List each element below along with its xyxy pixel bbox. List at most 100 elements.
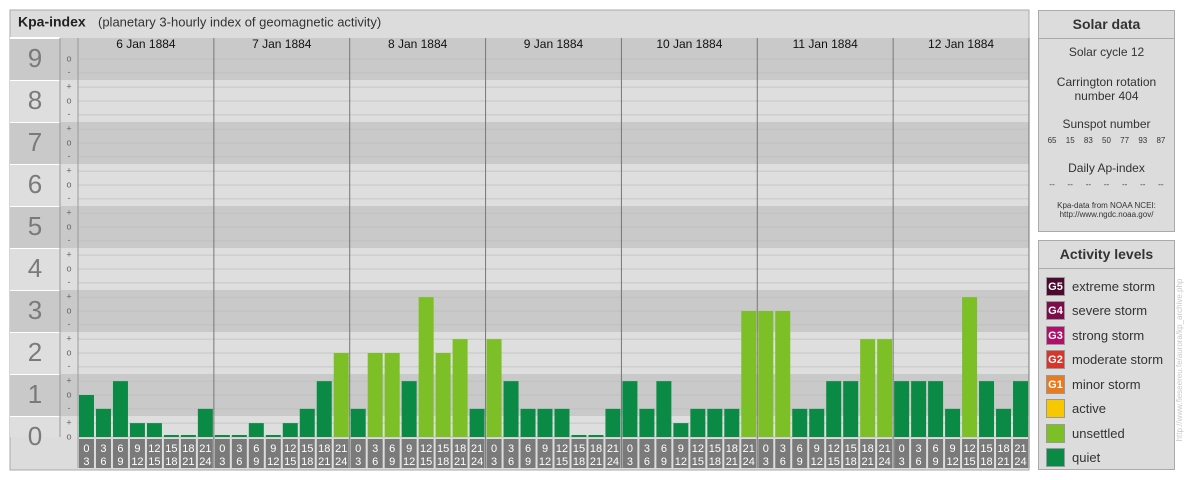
hour-cell (758, 439, 774, 468)
hour-label: 9 (253, 456, 259, 468)
hour-label: 15 (963, 456, 975, 468)
hour-cell (605, 439, 621, 468)
bar (758, 311, 774, 437)
hour-label: 12 (556, 443, 568, 455)
hour-label: 9 (117, 456, 123, 468)
hour-label: 15 (420, 456, 432, 468)
minor-tick-label: o (66, 137, 71, 147)
level-swatch: G2 (1046, 350, 1065, 370)
hour-label: 21 (335, 443, 347, 455)
y-tick-label: 4 (28, 253, 42, 283)
minor-tick-label: o (66, 431, 71, 441)
hour-cell (809, 439, 825, 468)
hour-label: 9 (661, 456, 667, 468)
hour-cell (996, 439, 1012, 468)
hour-label: 15 (301, 443, 313, 455)
y-tick-label: 6 (28, 169, 42, 199)
hour-label: 6 (389, 443, 395, 455)
hour-cell (843, 439, 859, 468)
hour-label: 12 (420, 443, 432, 455)
hour-label: 9 (134, 443, 140, 455)
bar (520, 408, 536, 437)
panel-title: Solar data (1039, 11, 1174, 39)
hour-label: 18 (573, 456, 585, 468)
bar (877, 339, 893, 437)
bar (367, 353, 383, 437)
bar (333, 353, 349, 437)
hour-label: 0 (219, 443, 225, 455)
hour-cell (860, 439, 876, 468)
hour-cell (877, 439, 893, 468)
minor-tick-label: + (66, 208, 71, 218)
minor-tick-label: + (66, 376, 71, 386)
bar (129, 423, 145, 437)
hour-cell (554, 439, 570, 468)
minor-tick-label: o (66, 305, 71, 315)
minor-tick-label: o (66, 179, 71, 189)
bar (809, 408, 825, 437)
hour-cell (690, 439, 706, 468)
bar (707, 408, 723, 437)
ap-value: -- (1085, 180, 1092, 189)
hour-cell (741, 439, 757, 468)
hour-label: 15 (148, 456, 160, 468)
hour-cell (146, 439, 162, 468)
level-label: moderate storm (1072, 352, 1164, 368)
hour-label: 24 (335, 456, 347, 468)
hour-label: 18 (980, 456, 992, 468)
hour-cell (622, 439, 638, 468)
hour-cell (911, 439, 927, 468)
hour-label: 15 (709, 443, 721, 455)
hour-label: 6 (661, 443, 667, 455)
hour-cell (180, 439, 196, 468)
level-label: severe storm (1072, 303, 1148, 319)
level-label: extreme storm (1072, 278, 1156, 294)
y-tick-label: 1 (28, 379, 42, 409)
hour-label: 18 (454, 443, 466, 455)
bar (180, 435, 196, 437)
bar (860, 339, 876, 437)
bar (384, 353, 400, 437)
minor-tick-label: o (66, 263, 71, 273)
bar (316, 381, 332, 437)
level-list: G5 extreme storm G4 severe storm G3 strong st… (1039, 274, 1174, 470)
activity-panel: Activity levels G5 extreme storm G4 severe … (1038, 240, 1175, 470)
hour-label: 24 (1014, 456, 1026, 468)
bar (265, 435, 281, 437)
hour-label: 9 (814, 443, 820, 455)
hour-label: 12 (692, 443, 704, 455)
hour-label: 9 (542, 443, 548, 455)
bar (435, 353, 451, 437)
hour-cell (707, 439, 723, 468)
level-badge: G2 (1048, 354, 1063, 367)
hour-label: 15 (573, 443, 585, 455)
level-swatch (1046, 448, 1065, 468)
hour-label: 18 (301, 456, 313, 468)
bar (571, 435, 587, 437)
hour-label: 3 (219, 456, 225, 468)
bar (979, 381, 995, 437)
hour-label: 9 (678, 443, 684, 455)
source: Kpa-data from NOAA NCEI: (1057, 201, 1156, 210)
hour-cell (248, 439, 264, 468)
bar (452, 339, 468, 437)
day-label: 8 Jan 1884 (388, 37, 448, 51)
ap-value: -- (1158, 180, 1164, 189)
hour-label: 24 (199, 456, 211, 468)
level-item: G5 extreme storm (1039, 274, 1174, 299)
level-badge: G1 (1048, 378, 1063, 391)
y-tick-label: 9 (28, 43, 42, 73)
bar (724, 408, 740, 437)
hour-cell (112, 439, 128, 468)
hour-cell (163, 439, 179, 468)
level-item: G2 moderate storm (1039, 348, 1174, 373)
bar (656, 381, 672, 437)
bar (248, 423, 264, 437)
hour-label: 3 (780, 443, 786, 455)
minor-tick-label: - (68, 193, 71, 203)
hour-label: 21 (862, 456, 874, 468)
hour-label: 15 (692, 456, 704, 468)
hour-cell (469, 439, 485, 468)
bar (775, 311, 791, 437)
